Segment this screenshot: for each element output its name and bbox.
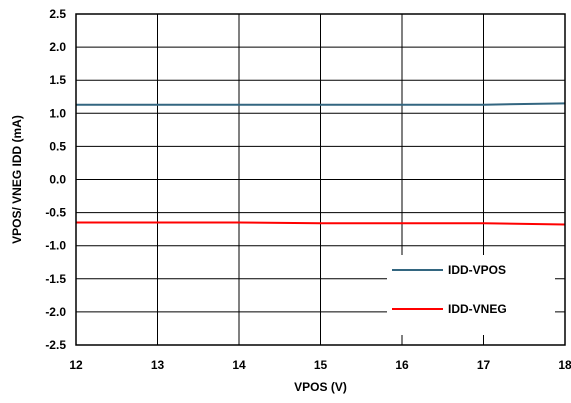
y-tick-label: -2.0: [45, 305, 66, 319]
series-lines: [76, 102, 566, 226]
x-tick-label: 13: [151, 358, 165, 372]
y-axis-ticks: 2.5 2.0 1.5 1.0 0.5 0.0 -0.5 -1.0 -1.5 -2.0 -2.5: [45, 7, 66, 352]
y-tick-label: 2.5: [49, 7, 66, 21]
y-tick-label: -1.0: [45, 239, 66, 253]
y-tick-label: -1.5: [45, 272, 66, 286]
legend-label-idd-vneg: IDD-VNEG: [448, 302, 507, 316]
y-tick-label: 0.0: [49, 173, 66, 187]
x-tick-label: 16: [395, 358, 409, 372]
legend: IDD-VPOS IDD-VNEG: [387, 255, 555, 335]
y-tick-label: 1.5: [49, 73, 66, 87]
y-tick-label: -2.5: [45, 338, 66, 352]
y-tick-label: 0.5: [49, 139, 66, 153]
x-tick-label: 17: [477, 358, 491, 372]
x-tick-label: 15: [314, 358, 328, 372]
x-tick-label: 12: [69, 358, 83, 372]
x-tick-label: 18: [558, 358, 571, 372]
y-tick-label: 1.0: [49, 106, 66, 120]
legend-label-idd-vpos: IDD-VPOS: [448, 263, 506, 277]
y-tick-label: -0.5: [45, 206, 66, 220]
y-tick-label: 2.0: [49, 40, 66, 54]
series-line-idd-vpos: [76, 102, 566, 106]
x-axis-title: VPOS (V): [294, 380, 347, 394]
y-axis-title: VPOS/ VNEG IDD (mA): [10, 115, 24, 244]
legend-box: [387, 255, 555, 335]
x-axis-ticks: 12 13 14 15 16 17 18: [69, 358, 571, 372]
x-tick-label: 14: [232, 358, 246, 372]
series-line-idd-vneg: [76, 221, 566, 226]
plot-area-frame: [75, 13, 566, 346]
